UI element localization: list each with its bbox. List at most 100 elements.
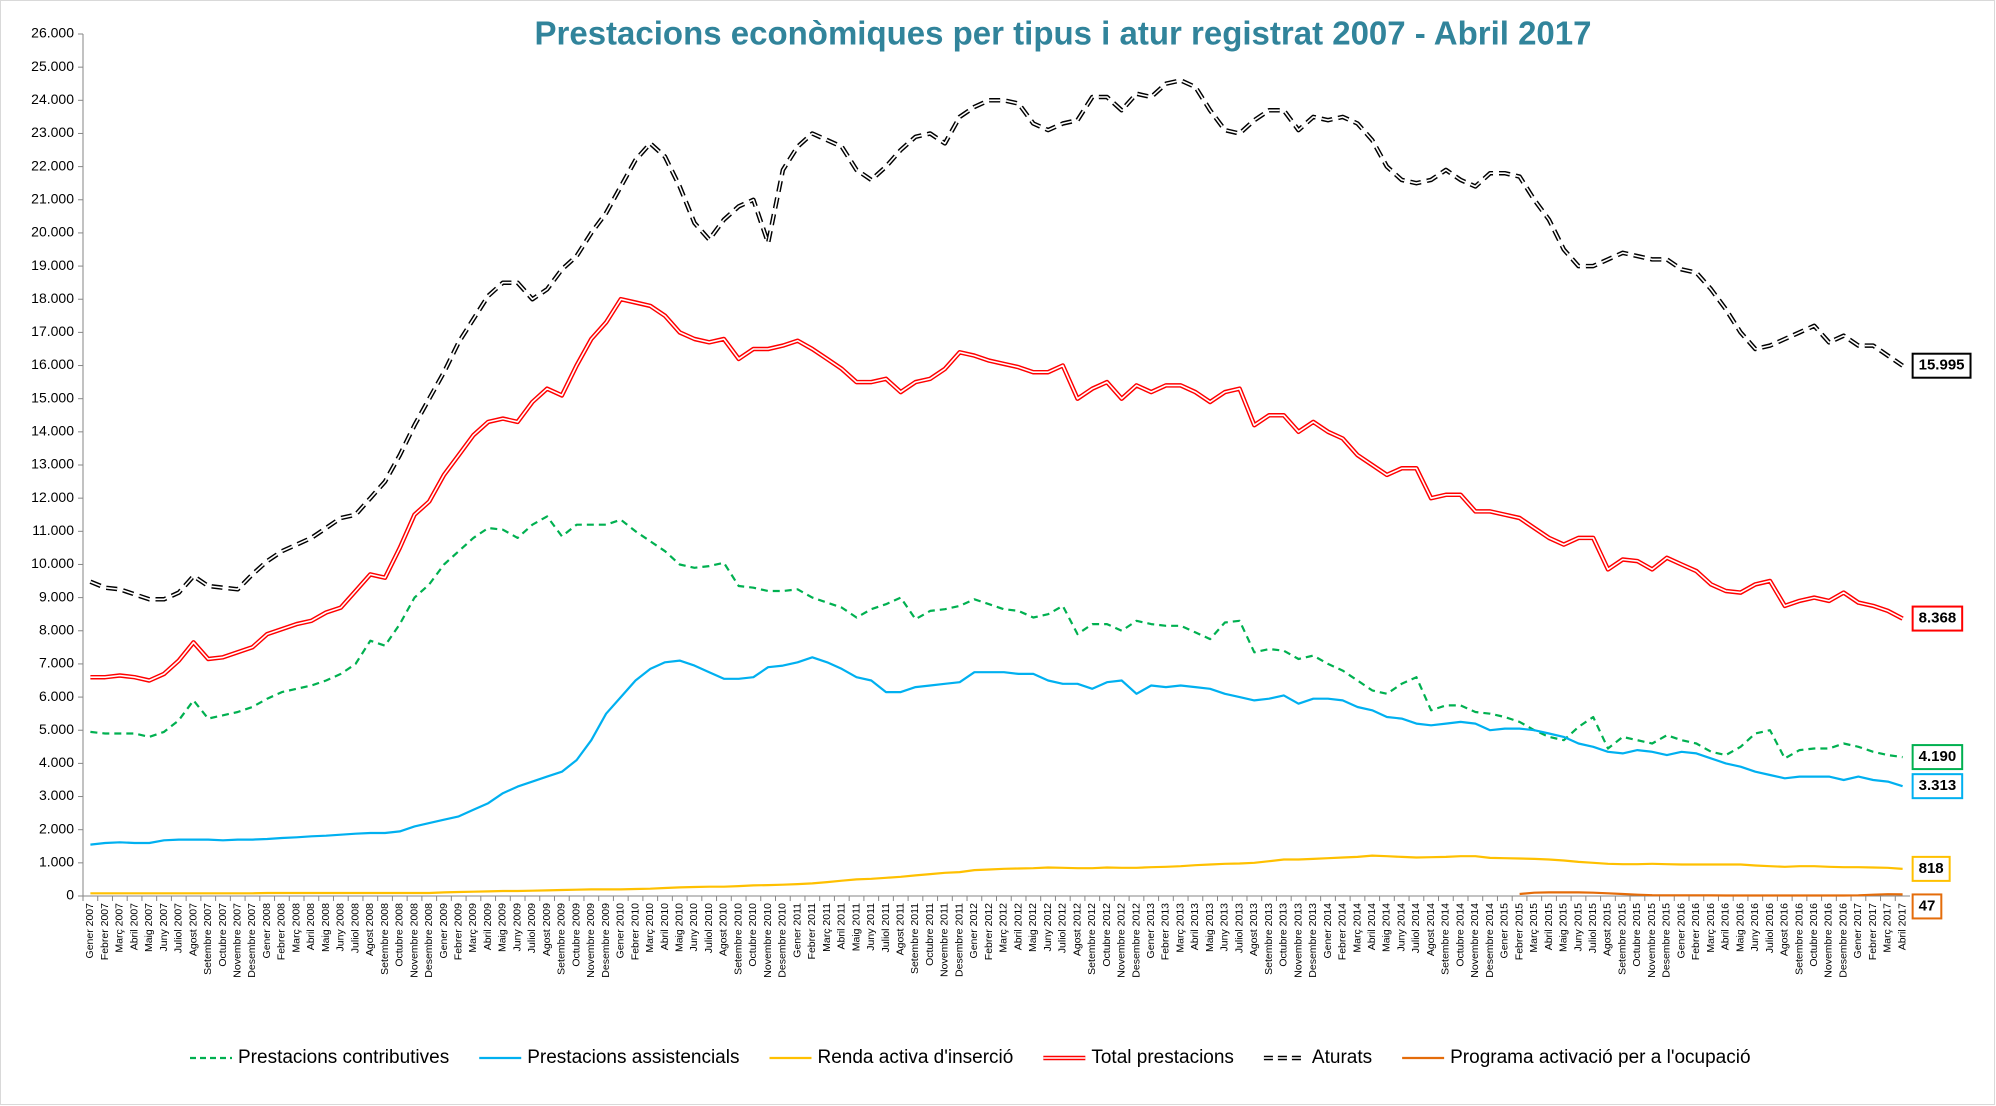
- x-tick-label: Octubre 2016: [1808, 903, 1820, 967]
- x-tick-label: Setembre 2008: [379, 903, 391, 975]
- x-tick-label: Març 2010: [644, 903, 656, 953]
- x-tick-label: Juliol 2012: [1057, 903, 1069, 953]
- y-tick-label: 14.000: [31, 423, 74, 439]
- x-tick-label: Abril 2008: [305, 903, 317, 950]
- x-tick-label: Maig 2012: [1027, 903, 1039, 952]
- y-tick-label: 16.000: [31, 356, 74, 372]
- legend-label: Renda activa d'inserció: [817, 1047, 1013, 1068]
- x-tick-label: Setembre 2007: [202, 903, 214, 975]
- x-tick-label: Maig 2007: [143, 903, 155, 952]
- x-tick-label: Agost 2008: [364, 903, 376, 956]
- x-tick-label: Abril 2013: [1189, 903, 1201, 950]
- x-tick-label: Febrer 2011: [806, 903, 818, 960]
- y-tick-label: 18.000: [31, 290, 74, 306]
- x-tick-label: Gener 2017: [1852, 903, 1864, 959]
- x-tick-label: Desembre 2016: [1837, 903, 1849, 978]
- x-tick-label: Agost 2013: [1248, 903, 1260, 956]
- y-tick-label: 8.000: [39, 621, 74, 637]
- x-tick-label: Maig 2009: [497, 903, 509, 952]
- data-label-text: 8.368: [1919, 610, 1957, 627]
- x-tick-label: Febrer 2010: [629, 903, 641, 960]
- x-tick-label: Juliol 2008: [349, 903, 361, 953]
- x-tick-label: Març 2012: [998, 903, 1010, 953]
- data-label-box: [1911, 744, 1964, 771]
- legend-item: Programa activació per a l'ocupació: [1402, 1047, 1751, 1068]
- x-tick-label: Gener 2008: [261, 903, 273, 959]
- y-tick-label: 20.000: [31, 224, 74, 240]
- x-tick-label: Octubre 2010: [747, 903, 759, 967]
- x-tick-label: Març 2009: [467, 903, 479, 953]
- x-tick-label: Juny 2012: [1042, 903, 1054, 952]
- x-tick-label: Gener 2009: [438, 903, 450, 959]
- x-tick-label: Març 2008: [290, 903, 302, 953]
- x-tick-label: Maig 2008: [320, 903, 332, 952]
- y-tick-label: 25.000: [31, 58, 74, 74]
- y-tick-label: 15.000: [31, 389, 74, 405]
- x-tick-label: Gener 2016: [1675, 903, 1687, 959]
- data-label-text: 47: [1919, 897, 1936, 914]
- x-tick-label: Febrer 2015: [1513, 903, 1525, 960]
- x-tick-label: Maig 2013: [1204, 903, 1216, 952]
- x-tick-label: Abril 2009: [482, 903, 494, 950]
- data-label: 15.995: [1911, 352, 1972, 379]
- x-tick-label: Novembre 2008: [408, 903, 420, 978]
- x-tick-label: Gener 2013: [1145, 903, 1157, 959]
- x-tick-label: Octubre 2011: [924, 903, 936, 966]
- x-tick-label: Juny 2015: [1572, 903, 1584, 952]
- x-tick-label: Abril 2007: [128, 903, 140, 950]
- x-tick-label: Agost 2010: [718, 903, 730, 956]
- data-label-box: [1911, 352, 1972, 379]
- x-tick-label: Juliol 2011: [880, 903, 892, 953]
- x-tick-label: Novembre 2010: [762, 903, 774, 978]
- x-tick-label: Maig 2014: [1381, 903, 1393, 952]
- x-tick-label: Abril 2012: [1012, 903, 1024, 950]
- x-tick-label: Abril 2010: [659, 903, 671, 950]
- series-line: [90, 656, 1903, 846]
- data-label-box: [1911, 773, 1964, 800]
- x-tick-label: Gener 2012: [968, 903, 980, 959]
- x-tick-label: Setembre 2014: [1440, 903, 1452, 975]
- data-label: 818: [1911, 855, 1951, 882]
- legend-item: Renda activa d'inserció: [769, 1047, 1013, 1068]
- x-tick-label: Juliol 2015: [1587, 903, 1599, 953]
- y-tick-label: 4.000: [39, 754, 74, 770]
- chart-title: Prestacions econòmiques per tipus i atur…: [535, 15, 1592, 52]
- y-tick-label: 0: [66, 887, 74, 903]
- x-tick-label: Novembre 2016: [1823, 903, 1835, 978]
- y-tick-label: 12.000: [31, 489, 74, 505]
- series-line-inner: [90, 79, 1904, 601]
- x-tick-label: Febrer 2017: [1867, 903, 1879, 960]
- data-label-text: 818: [1919, 860, 1944, 877]
- y-tick-label: 2.000: [39, 820, 74, 836]
- data-label-text: 3.313: [1919, 777, 1957, 794]
- x-tick-label: Juny 2016: [1749, 903, 1761, 952]
- x-tick-label: Març 2015: [1528, 903, 1540, 953]
- x-tick-label: Juny 2013: [1219, 903, 1231, 952]
- y-tick-label: 10.000: [31, 555, 74, 571]
- y-tick-label: 24.000: [31, 91, 74, 107]
- x-tick-label: Febrer 2013: [1160, 903, 1172, 960]
- legend-label: Prestacions contributives: [238, 1047, 449, 1068]
- x-tick-label: Juliol 2009: [526, 903, 538, 953]
- legend-item: Prestacions assistencials: [479, 1047, 739, 1068]
- x-tick-label: Abril 2015: [1543, 903, 1555, 950]
- x-tick-label: Juny 2007: [158, 903, 170, 952]
- series-line: [90, 854, 1903, 895]
- legend-label: Aturats: [1312, 1047, 1372, 1068]
- x-tick-label: Juny 2010: [688, 903, 700, 952]
- x-tick-label: Setembre 2015: [1616, 903, 1628, 975]
- x-tick-label: Agost 2007: [187, 903, 199, 956]
- x-tick-label: Maig 2010: [674, 903, 686, 952]
- x-tick-label: Octubre 2012: [1101, 903, 1113, 967]
- x-tick-label: Març 2011: [821, 903, 833, 952]
- x-tick-label: Abril 2014: [1366, 903, 1378, 950]
- x-tick-label: Octubre 2014: [1454, 903, 1466, 967]
- x-tick-label: Setembre 2016: [1793, 903, 1805, 975]
- x-tick-label: Setembre 2010: [732, 903, 744, 975]
- x-tick-label: Juny 2009: [511, 903, 523, 952]
- data-label-text: 4.190: [1919, 748, 1957, 765]
- legend-label: Total prestacions: [1091, 1047, 1234, 1068]
- y-tick-label: 13.000: [31, 456, 74, 472]
- x-tick-label: Novembre 2007: [231, 903, 243, 978]
